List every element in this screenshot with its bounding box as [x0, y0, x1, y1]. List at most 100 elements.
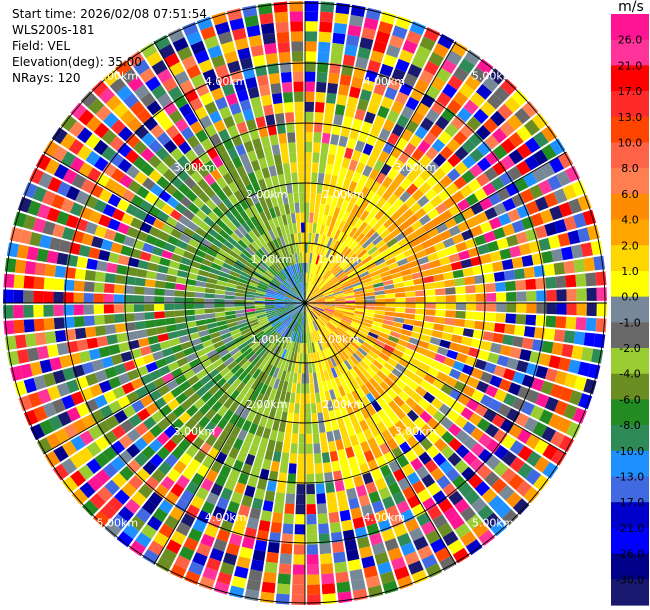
velocity-cell	[71, 230, 85, 244]
velocity-cell	[88, 98, 105, 115]
velocity-cell	[357, 536, 371, 549]
velocity-cell	[340, 246, 349, 256]
velocity-cell	[418, 182, 432, 195]
velocity-cell	[424, 188, 438, 201]
velocity-cell	[458, 344, 471, 355]
velocity-cell	[377, 408, 388, 421]
velocity-cell	[320, 245, 327, 256]
velocity-cell	[270, 196, 279, 208]
velocity-cell	[326, 237, 334, 248]
velocity-cell	[171, 367, 183, 379]
velocity-cell	[291, 321, 297, 331]
velocity-cell	[424, 459, 438, 474]
velocity-cell	[362, 79, 375, 92]
velocity-cell	[326, 400, 334, 412]
velocity-cell	[480, 253, 492, 264]
velocity-cell	[297, 312, 302, 323]
velocity-cell	[274, 441, 283, 453]
velocity-cell	[200, 478, 214, 492]
velocity-cell	[224, 340, 236, 349]
velocity-cell	[281, 315, 290, 324]
velocity-cell	[327, 249, 335, 260]
velocity-cell	[426, 417, 440, 431]
velocity-cell	[297, 303, 305, 311]
velocity-cell	[311, 172, 318, 183]
velocity-cell	[332, 286, 343, 292]
velocity-cell	[234, 404, 245, 417]
velocity-cell	[540, 162, 556, 178]
velocity-cell	[270, 355, 278, 366]
velocity-cell	[419, 410, 433, 424]
velocity-cell	[180, 398, 193, 411]
velocity-cell	[388, 412, 400, 425]
velocity-cell	[37, 388, 52, 404]
velocity-cell	[183, 386, 196, 398]
velocity-cell	[294, 202, 300, 213]
velocity-cell	[251, 181, 261, 193]
velocity-cell	[312, 423, 319, 434]
velocity-cell	[206, 146, 219, 160]
velocity-cell	[577, 194, 592, 211]
velocity-cell	[196, 386, 208, 398]
velocity-cell	[94, 436, 110, 451]
velocity-cell	[475, 125, 491, 140]
velocity-cell	[311, 403, 317, 414]
velocity-cell	[319, 21, 333, 33]
velocity-cell	[195, 486, 209, 501]
velocity-cell	[275, 274, 284, 283]
velocity-cell	[399, 190, 411, 203]
velocity-cell	[333, 290, 344, 295]
velocity-cell	[43, 291, 54, 303]
velocity-cell	[323, 112, 334, 124]
velocity-cell	[275, 305, 286, 308]
velocity-cell	[405, 156, 418, 170]
velocity-cell	[167, 235, 179, 246]
velocity-cell	[245, 287, 257, 293]
velocity-cell	[485, 312, 496, 322]
velocity-cell	[284, 267, 292, 277]
velocity-cell	[363, 513, 377, 527]
velocity-cell	[276, 226, 283, 238]
velocity-cell	[509, 347, 522, 359]
velocity-cell	[272, 345, 280, 356]
velocity-cell	[300, 222, 305, 233]
velocity-cell	[312, 152, 320, 163]
velocity-cell	[350, 323, 361, 330]
velocity-cell	[412, 480, 426, 494]
velocity-cell	[273, 185, 282, 196]
velocity-cell	[558, 357, 571, 372]
velocity-cell	[365, 7, 381, 21]
velocity-cell	[424, 315, 436, 323]
velocity-cell	[512, 336, 524, 348]
velocity-cell	[154, 288, 165, 296]
velocity-cell	[112, 102, 129, 118]
velocity-cell	[305, 413, 312, 424]
velocity-cell	[318, 280, 327, 289]
velocity-cell	[559, 387, 574, 403]
velocity-cell	[290, 21, 303, 32]
velocity-cell	[149, 254, 162, 264]
velocity-cell	[290, 213, 296, 224]
velocity-cell	[251, 326, 262, 334]
velocity-cell	[406, 30, 422, 45]
velocity-cell	[464, 319, 476, 329]
velocity-cell	[207, 45, 223, 59]
velocity-cell	[320, 371, 326, 382]
velocity-cell	[555, 275, 567, 288]
velocity-cell	[285, 299, 296, 302]
velocity-cell	[272, 217, 280, 228]
velocity-cell	[286, 483, 296, 494]
velocity-cell	[288, 291, 297, 298]
velocity-cell	[268, 72, 281, 85]
velocity-cell	[306, 504, 317, 515]
velocity-cell	[149, 453, 164, 468]
velocity-cell	[233, 228, 244, 239]
velocity-cell	[344, 478, 355, 490]
velocity-cell	[214, 96, 228, 110]
velocity-cell	[530, 405, 545, 421]
velocity-cell	[232, 350, 243, 360]
velocity-cell	[65, 214, 79, 229]
velocity-cell	[101, 356, 114, 369]
velocity-cell	[325, 102, 335, 114]
velocity-cell	[66, 379, 80, 394]
